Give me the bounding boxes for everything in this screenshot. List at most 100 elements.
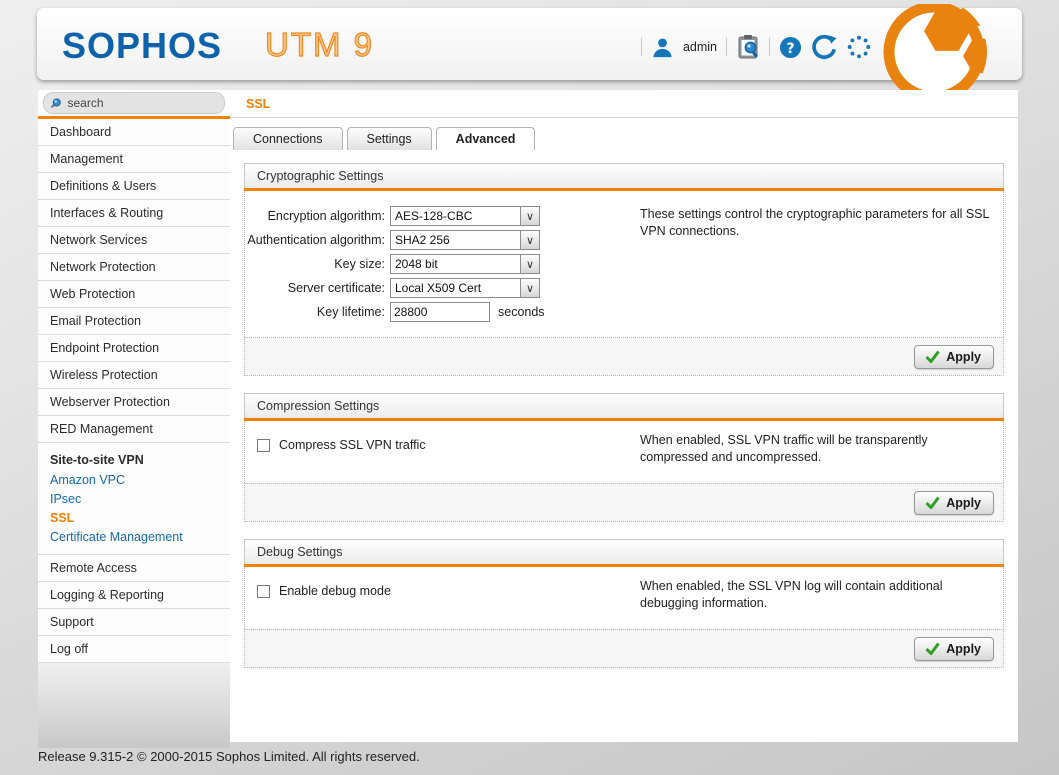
sidebar-item-management[interactable]: Management	[38, 146, 230, 173]
section-accent-bar	[244, 418, 1004, 421]
sidebar-group-site-to-site-vpn: Site-to-site VPN Amazon VPC IPsec SSL Ce…	[38, 443, 230, 555]
field-label: Server certificate:	[287, 281, 385, 295]
field-label: Encryption algorithm:	[267, 209, 385, 223]
apply-button[interactable]: Apply	[914, 490, 994, 515]
header-actions: admin ?	[640, 32, 872, 62]
sidebar-item-amazon-vpc[interactable]: Amazon VPC	[50, 473, 126, 487]
search-icon	[51, 97, 61, 108]
checkbox-label: Compress SSL VPN traffic	[279, 438, 426, 452]
tab-advanced[interactable]: Advanced	[435, 127, 536, 150]
tab-connections[interactable]: Connections	[233, 127, 343, 150]
sidebar-nav: Dashboard Management Definitions & Users…	[38, 90, 231, 748]
sidebar-item-definitions-users[interactable]: Definitions & Users	[38, 173, 230, 200]
apply-label: Apply	[946, 349, 981, 364]
chevron-down-icon: ∨	[520, 207, 539, 225]
sidebar-item-dashboard[interactable]: Dashboard	[38, 119, 230, 146]
page-title-row: SSL	[230, 90, 1018, 118]
user-icon[interactable]	[651, 36, 674, 59]
chevron-down-icon: ∨	[520, 279, 539, 297]
logged-in-user: admin	[682, 40, 717, 54]
sidebar-item-interfaces-routing[interactable]: Interfaces & Routing	[38, 200, 230, 227]
tab-settings[interactable]: Settings	[346, 127, 432, 150]
authentication-algorithm-select[interactable]: SHA2 256 ∨	[390, 230, 540, 250]
apply-button[interactable]: Apply	[914, 636, 994, 661]
check-icon	[925, 496, 940, 509]
sidebar-item-webserver-protection[interactable]: Webserver Protection	[38, 389, 230, 416]
sidebar-item-network-services[interactable]: Network Services	[38, 227, 230, 254]
checkbox-row: Enable debug mode	[257, 584, 391, 598]
crypto-form: Encryption algorithm: AES-128-CBC ∨ Auth…	[245, 191, 1003, 337]
field-label: Authentication algorithm:	[247, 233, 385, 247]
apply-label: Apply	[946, 495, 981, 510]
apply-row: Apply	[244, 337, 1004, 376]
checkbox-row: Compress SSL VPN traffic	[257, 438, 426, 452]
product-name: UTM 9	[264, 25, 374, 63]
sidebar-item-red-management[interactable]: RED Management	[38, 416, 230, 443]
section-debug-settings: Debug Settings Enable debug mode When en…	[244, 539, 1004, 668]
header-bar: SOPHOS UTM 9 admin ?	[37, 0, 1022, 103]
section-title: Compression Settings	[244, 393, 1004, 418]
sidebar-item-remote-access[interactable]: Remote Access	[38, 555, 230, 582]
loading-spinner-icon	[846, 34, 872, 60]
sidebar-item-email-protection[interactable]: Email Protection	[38, 308, 230, 335]
server-certificate-select[interactable]: Local X509 Cert ∨	[390, 278, 540, 298]
divider	[769, 38, 770, 56]
form-row: Key size: 2048 bit ∨	[245, 254, 1003, 274]
sidebar-item-certificate-management[interactable]: Certificate Management	[50, 530, 183, 544]
tab-bar: Connections Settings Advanced	[230, 118, 1018, 150]
sidebar-item-wireless-protection[interactable]: Wireless Protection	[38, 362, 230, 389]
section-compression-settings: Compression Settings Compress SSL VPN tr…	[244, 393, 1004, 522]
apply-label: Apply	[946, 641, 981, 656]
form-row: Encryption algorithm: AES-128-CBC ∨	[245, 206, 1003, 226]
compress-ssl-vpn-traffic-checkbox[interactable]	[257, 438, 270, 452]
sidebar-item-web-protection[interactable]: Web Protection	[38, 281, 230, 308]
checkbox-label: Enable debug mode	[279, 584, 391, 598]
select-value: Local X509 Cert	[395, 281, 482, 295]
sidebar-item-logging-reporting[interactable]: Logging & Reporting	[38, 582, 230, 609]
sophos-ball-logo	[880, 0, 992, 104]
key-lifetime-input[interactable]	[390, 302, 490, 322]
main-content: SSL Connections Settings Advanced Crypto…	[230, 90, 1018, 742]
key-size-select[interactable]: 2048 bit ∨	[390, 254, 540, 274]
chevron-down-icon: ∨	[520, 255, 539, 273]
check-icon	[925, 642, 940, 655]
live-log-icon[interactable]	[736, 34, 760, 60]
section-accent-bar	[244, 188, 1004, 191]
check-icon	[925, 350, 940, 363]
help-icon[interactable]: ?	[779, 36, 802, 59]
sidebar-item-ipsec[interactable]: IPsec	[50, 492, 82, 506]
section-title: Debug Settings	[244, 539, 1004, 564]
search-input[interactable]	[65, 95, 218, 111]
select-value: SHA2 256	[395, 233, 450, 247]
section-description: When enabled, SSL VPN traffic will be tr…	[640, 433, 928, 464]
apply-button[interactable]: Apply	[914, 344, 994, 369]
form-row: Key lifetime: seconds	[245, 302, 1003, 322]
divider	[640, 38, 642, 56]
search-box[interactable]	[43, 92, 225, 114]
chevron-down-icon: ∨	[520, 231, 539, 249]
field-suffix: seconds	[498, 305, 545, 319]
section-title: Cryptographic Settings	[244, 163, 1004, 188]
sidebar-item-log-off[interactable]: Log off	[38, 636, 230, 663]
sidebar-item-endpoint-protection[interactable]: Endpoint Protection	[38, 335, 230, 362]
page-title: SSL	[246, 96, 271, 111]
field-label: Key size:	[334, 257, 385, 271]
encryption-algorithm-select[interactable]: AES-128-CBC ∨	[390, 206, 540, 226]
section-body: Encryption algorithm: AES-128-CBC ∨ Auth…	[244, 191, 1004, 337]
sidebar-item-support[interactable]: Support	[38, 609, 230, 636]
field-label: Key lifetime:	[316, 305, 385, 319]
apply-row: Apply	[244, 629, 1004, 668]
sophos-logo-text: SOPHOS	[62, 25, 223, 66]
select-value: AES-128-CBC	[395, 209, 473, 223]
sections-container: Cryptographic Settings Encryption algori…	[230, 150, 1018, 668]
sidebar-item-site-to-site-vpn[interactable]: Site-to-site VPN	[50, 453, 144, 467]
form-row: Authentication algorithm: SHA2 256 ∨	[245, 230, 1003, 250]
section-cryptographic-settings: Cryptographic Settings Encryption algori…	[244, 163, 1004, 376]
apply-row: Apply	[244, 483, 1004, 522]
select-value: 2048 bit	[395, 257, 438, 271]
enable-debug-mode-checkbox[interactable]	[257, 584, 270, 598]
release-footer: Release 9.315-2 © 2000-2015 Sophos Limit…	[38, 749, 420, 764]
sidebar-item-network-protection[interactable]: Network Protection	[38, 254, 230, 281]
sidebar-item-ssl[interactable]: SSL	[50, 511, 75, 525]
reload-icon[interactable]	[811, 34, 837, 60]
